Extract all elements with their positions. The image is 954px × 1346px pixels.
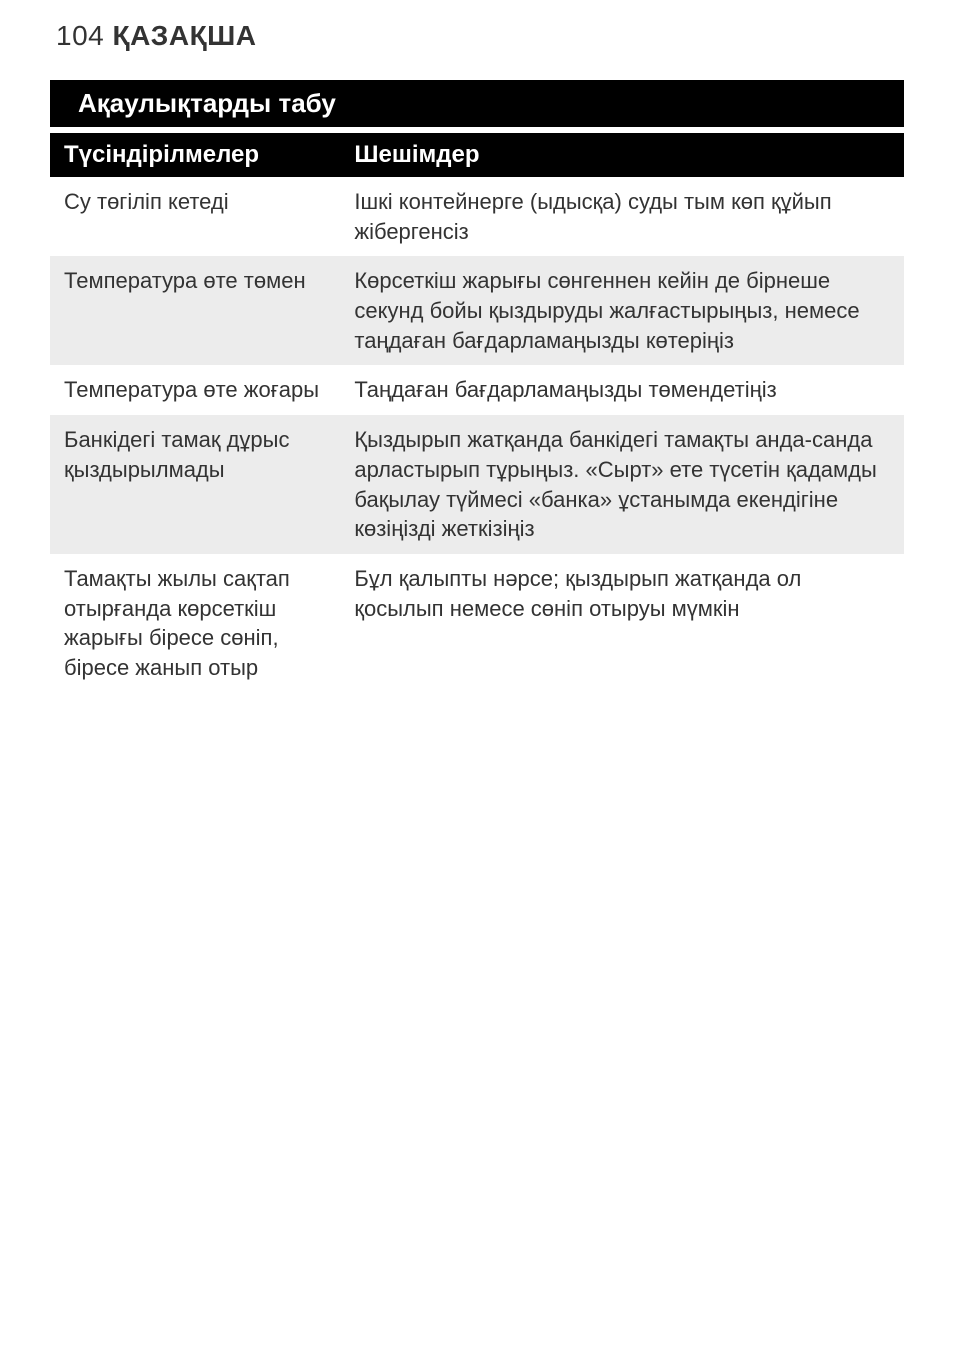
cell-symptom: Тамақты жылы сақтап отырғанда көрсеткіш … bbox=[50, 554, 340, 693]
section-title: Ақаулықтарды табу bbox=[50, 80, 904, 127]
cell-symptom: Температура өте жоғары bbox=[50, 365, 340, 415]
cell-solution: Көрсеткіш жарығы сөнгеннен кейін де бірн… bbox=[340, 256, 904, 365]
page-header: 104 ҚАЗАҚША bbox=[56, 20, 904, 52]
table-row: Температура өте төмен Көрсеткіш жарығы с… bbox=[50, 256, 904, 365]
table-header-row: Түсіндірілмелер Шешімдер bbox=[50, 133, 904, 177]
cell-symptom: Су төгіліп кетеді bbox=[50, 177, 340, 256]
cell-solution: Таңдаған бағдарламаңызды төмендетіңіз bbox=[340, 365, 904, 415]
cell-solution: Бұл қалыпты нәрсе; қыздырып жатқанда ол … bbox=[340, 554, 904, 693]
cell-solution: Қыздырып жатқанда банкідегі тамақты анда… bbox=[340, 415, 904, 554]
table-row: Су төгіліп кетеді Ішкі контейнерге (ыдыс… bbox=[50, 177, 904, 256]
cell-solution: Ішкі контейнерге (ыдысқа) суды тым көп қ… bbox=[340, 177, 904, 256]
col-header-symptoms: Түсіндірілмелер bbox=[50, 133, 340, 177]
cell-symptom: Банкідегі тамақ дұрыс қыздырылмады bbox=[50, 415, 340, 554]
table-row: Банкідегі тамақ дұрыс қыздырылмады Қызды… bbox=[50, 415, 904, 554]
table-row: Тамақты жылы сақтап отырғанда көрсеткіш … bbox=[50, 554, 904, 693]
col-header-solutions: Шешімдер bbox=[340, 133, 904, 177]
page-number: 104 bbox=[56, 20, 104, 51]
cell-symptom: Температура өте төмен bbox=[50, 256, 340, 365]
table-row: Температура өте жоғары Таңдаған бағдарла… bbox=[50, 365, 904, 415]
troubleshooting-table: Түсіндірілмелер Шешімдер Су төгіліп кете… bbox=[50, 133, 904, 693]
page-lang-label: ҚАЗАҚША bbox=[113, 20, 257, 51]
